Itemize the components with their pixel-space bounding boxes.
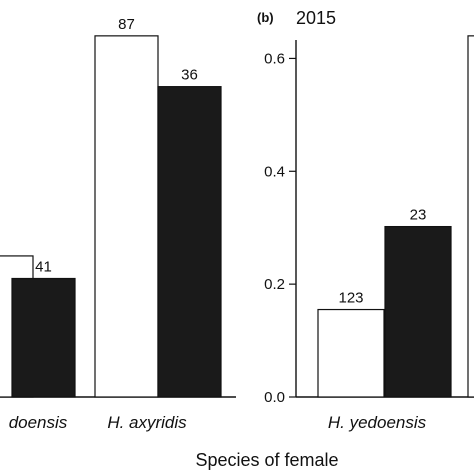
panel-b: (b) 2015 0.0 0.2 0.4 0.6 123 23 H. yedoensis	[257, 8, 474, 432]
panel-b-y-tick-label: 0.6	[264, 50, 285, 67]
panel-b-y-tick-label: 0.4	[264, 163, 285, 180]
panel-a-bar	[157, 86, 222, 398]
panel-b-bar-label: 23	[410, 207, 427, 224]
panel-a: 41 doensis 87 36 H. axyridis	[0, 16, 236, 432]
panel-b-bar	[384, 225, 452, 398]
panel-b-partial-bar	[467, 35, 474, 398]
panel-a-bar	[11, 277, 76, 398]
panel-a-bar-label: 36	[181, 67, 198, 84]
panel-b-y-tick-label: 0.0	[264, 389, 285, 406]
panel-b-category-label: H. yedoensis	[328, 413, 427, 432]
panel-a-category-label: doensis	[9, 413, 68, 432]
panel-b-bar	[317, 308, 385, 398]
panel-b-bar-label: 123	[338, 290, 363, 307]
x-axis-label: Species of female	[195, 450, 338, 470]
panel-b-y-tick-label: 0.2	[264, 276, 285, 293]
panel-a-bar-label: 87	[118, 16, 135, 33]
panel-b-title: 2015	[296, 8, 336, 28]
panel-a-bar	[94, 35, 159, 398]
panel-b-tag: (b)	[257, 10, 274, 25]
panel-a-bar-label: 41	[35, 259, 52, 276]
panel-a-category-label: H. axyridis	[107, 413, 187, 432]
